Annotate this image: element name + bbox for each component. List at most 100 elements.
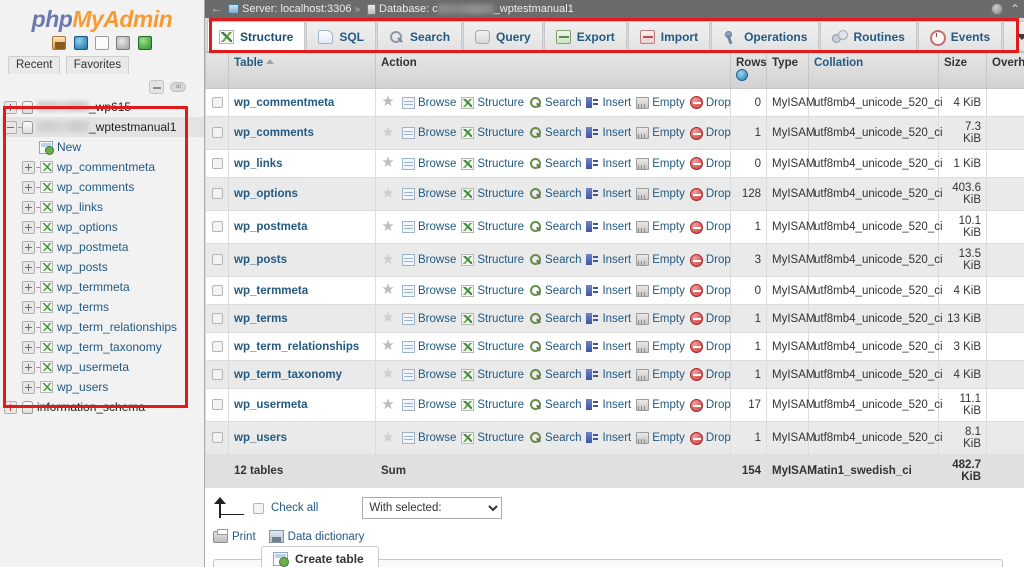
check-all-control[interactable]: Check all [253,502,318,514]
expand-node-icon[interactable] [22,260,35,274]
tree-item-wp_terms[interactable]: wp_terms [2,297,204,317]
expand-node-icon[interactable] [22,360,35,374]
table-name-link[interactable]: wp_posts [234,254,288,266]
tab-export[interactable]: Export [543,21,627,51]
action-empty[interactable]: Empty [636,312,685,325]
action-browse[interactable]: Browse [402,340,456,353]
tree-item-wp_postmeta[interactable]: wp_postmeta [2,237,204,257]
action-browse[interactable]: Browse [402,127,456,139]
action-drop[interactable]: Drop [689,126,731,140]
action-insert[interactable]: Insert [586,157,631,170]
action-structure[interactable]: Structure [461,127,524,139]
tree-item-wp_usermeta[interactable]: wp_usermeta [2,357,204,377]
expand-node-icon[interactable] [22,240,35,254]
action-browse[interactable]: Browse [402,432,456,444]
expand-node-icon[interactable] [4,100,17,114]
action-drop[interactable]: Drop [689,431,731,445]
action-search[interactable]: Search [529,368,581,381]
doc-icon[interactable] [95,36,109,50]
tree-item-_wptestmanual1[interactable]: _wptestmanual1 [2,117,204,137]
action-browse[interactable]: Browse [402,221,456,233]
table-name-link[interactable]: wp_term_taxonomy [234,368,343,381]
action-drop[interactable]: Drop [689,96,731,109]
action-insert[interactable]: Insert [586,312,631,325]
action-browse[interactable]: Browse [402,399,456,411]
row-checkbox[interactable] [211,96,223,108]
collapse-node-icon[interactable] [4,120,17,134]
tab-operations[interactable]: Operations [711,21,820,51]
expand-node-icon[interactable] [22,160,35,174]
action-structure[interactable]: Structure [461,254,524,266]
table-name-link[interactable]: wp_links [234,157,283,170]
action-insert[interactable]: Insert [586,340,631,353]
action-search[interactable]: Search [529,284,581,297]
action-search[interactable]: Search [529,96,581,109]
row-checkbox[interactable] [211,127,223,139]
action-empty[interactable]: Empty [636,157,685,170]
action-empty[interactable]: Empty [636,221,685,233]
expand-node-icon[interactable] [22,320,35,334]
back-arrow-icon[interactable]: ← [211,3,222,15]
collapse-navigation-icon[interactable]: ⌃ [1009,2,1020,16]
action-structure[interactable]: Structure [461,399,524,411]
print-link[interactable]: Print [213,528,256,543]
row-checkbox[interactable] [211,188,223,200]
row-checkbox[interactable] [211,340,223,352]
row-checkbox[interactable] [211,399,223,411]
table-name-link[interactable]: wp_termmeta [234,284,309,297]
expand-node-icon[interactable] [22,220,35,234]
action-drop[interactable]: Drop [689,253,731,267]
data-dictionary-link[interactable]: Data dictionary [268,530,364,543]
tree-item-wp_termmeta[interactable]: wp_termmeta [2,277,204,297]
tree-item-wp_term_relationships[interactable]: wp_term_relationships [2,317,204,337]
table-name-link[interactable]: wp_commentmeta [234,96,335,109]
table-name-link[interactable]: wp_users [234,432,288,444]
favorite-star-icon[interactable]: ★ [381,337,395,354]
action-empty[interactable]: Empty [636,399,685,411]
row-checkbox[interactable] [211,368,223,380]
globe-icon[interactable] [73,36,88,50]
tab-favorites[interactable]: Favorites [65,56,130,74]
row-checkbox[interactable] [211,157,223,169]
tree-item-wp_term_taxonomy[interactable]: wp_term_taxonomy [2,337,204,357]
action-search[interactable]: Search [529,157,581,170]
action-drop[interactable]: Drop [689,312,731,325]
action-browse[interactable]: Browse [402,254,456,266]
action-browse[interactable]: Browse [402,312,456,325]
tree-item-wp_links[interactable]: wp_links [2,197,204,217]
expand-node-icon[interactable] [4,400,17,414]
action-search[interactable]: Search [529,312,581,325]
action-insert[interactable]: Insert [586,284,631,297]
tab-search[interactable]: Search [377,21,463,51]
action-structure[interactable]: Structure [461,284,524,297]
action-browse[interactable]: Browse [402,188,456,200]
with-selected-select[interactable]: With selected: [362,497,503,519]
action-structure[interactable]: Structure [461,157,524,170]
action-structure[interactable]: Structure [461,368,524,381]
tab-import[interactable]: Import [627,21,711,51]
expand-node-icon[interactable] [22,380,35,394]
action-search[interactable]: Search [529,188,581,200]
tree-item-wp_options[interactable]: wp_options [2,217,204,237]
action-insert[interactable]: Insert [586,221,631,233]
tree-item-information_schema[interactable]: information_schema [2,397,204,417]
favorite-star-icon[interactable]: ★ [381,309,395,326]
expand-node-icon[interactable] [22,180,35,194]
tab-events[interactable]: Events [917,21,1003,51]
action-insert[interactable]: Insert [586,188,631,200]
action-empty[interactable]: Empty [636,127,685,139]
action-drop[interactable]: Drop [689,220,731,234]
action-insert[interactable]: Insert [586,127,631,139]
action-empty[interactable]: Empty [636,254,685,266]
check-all-checkbox[interactable] [253,502,264,514]
expand-node-icon[interactable] [22,300,35,314]
action-insert[interactable]: Insert [586,399,631,411]
expand-node-icon[interactable] [22,200,35,214]
toggle-link-icon[interactable]: oo [170,81,186,92]
action-browse[interactable]: Browse [402,368,456,381]
action-structure[interactable]: Structure [461,221,524,233]
settings-gear-icon[interactable] [990,3,1003,15]
action-search[interactable]: Search [529,340,581,353]
action-drop[interactable]: Drop [689,340,731,353]
tab-sql[interactable]: SQL [306,21,377,51]
